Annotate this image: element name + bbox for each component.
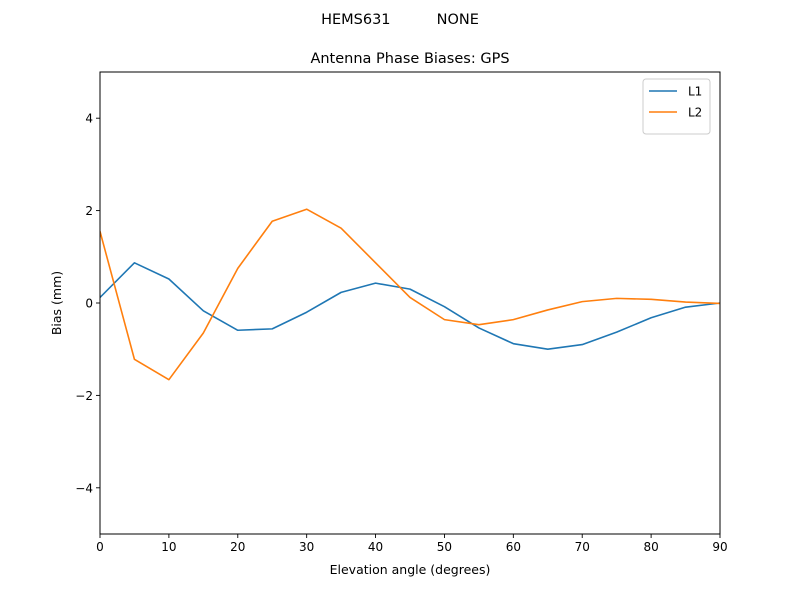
x-tick-label: 50 [437, 540, 452, 554]
x-tick-label: 30 [299, 540, 314, 554]
x-tick-label: 0 [96, 540, 104, 554]
x-tick-label: 40 [368, 540, 383, 554]
legend-box [642, 78, 711, 135]
x-tick-label: 90 [712, 540, 727, 554]
y-tick-label: −2 [75, 389, 93, 403]
series-line-l2 [100, 208, 720, 381]
x-tick-label: 60 [506, 540, 521, 554]
x-tick-label: 70 [575, 540, 590, 554]
x-tick-label: 10 [161, 540, 176, 554]
chart-title: Antenna Phase Biases: GPS [310, 51, 509, 67]
legend-label-l1: L1 [688, 85, 702, 99]
x-axis-label: Elevation angle (degrees) [330, 562, 491, 577]
axes-frame [99, 71, 721, 535]
y-tick-label: −4 [75, 481, 93, 495]
legend-label-l2: L2 [688, 106, 702, 120]
y-axis-label: Bias (mm) [49, 271, 64, 335]
series-line-l1 [100, 262, 720, 351]
x-tick-label: 20 [230, 540, 245, 554]
plot-area: 0 10 20 30 40 50 60 70 80 90 −4 −2 0 2 4 L1 L2 [75, 71, 728, 554]
y-tick-label: 0 [85, 297, 93, 311]
y-tick-label: 4 [85, 112, 93, 126]
figure-suptitle: HEMS631 NONE [321, 12, 479, 28]
x-tick-label: 80 [643, 540, 658, 554]
y-tick-label: 2 [85, 204, 93, 218]
